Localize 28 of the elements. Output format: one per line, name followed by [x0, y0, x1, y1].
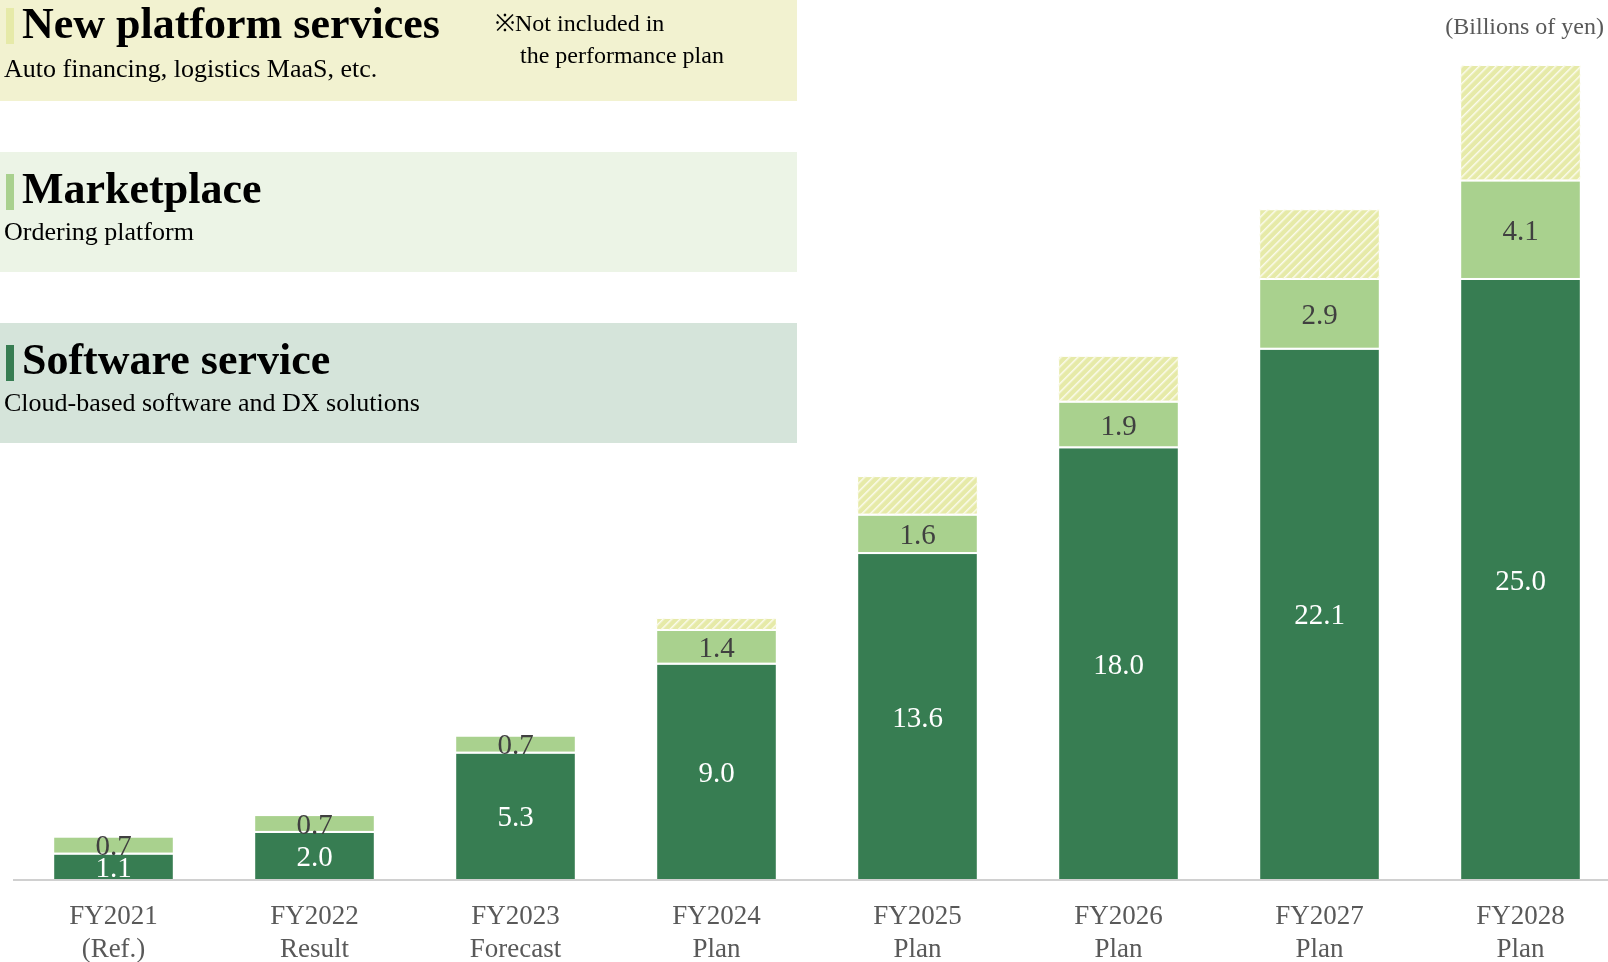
legend-label: Software service [22, 335, 331, 384]
x-tick-label: FY2027 Plan [1275, 900, 1364, 962]
x-tick-label: FY2026 Plan [1074, 900, 1163, 962]
y-axis-title: (Billions of yen) [1445, 13, 1604, 39]
annotation: Cloud-based software and DX solutions [4, 388, 420, 417]
data-label: 1.6 [899, 517, 936, 550]
annotation: Ordering platform [4, 217, 194, 246]
data-label: 9.0 [698, 755, 735, 788]
data-label: 13.6 [892, 700, 943, 733]
data-label: 25.0 [1495, 563, 1546, 596]
data-label: 5.3 [497, 800, 534, 833]
data-label: 4.1 [1502, 213, 1539, 246]
x-tick-label: FY2022 Result [270, 900, 359, 962]
x-tick-label: FY2021 (Ref.) [69, 900, 158, 962]
legend-label: New platform services [22, 0, 440, 48]
x-tick-label: FY2023 Forecast [469, 900, 562, 962]
x-tick-label: FY2028 Plan [1476, 900, 1565, 962]
data-label: 1.9 [1100, 408, 1137, 441]
annotation: Auto financing, logistics MaaS, etc. [4, 54, 378, 83]
data-label: 18.0 [1093, 647, 1144, 680]
data-label: 1.4 [698, 630, 736, 663]
annotation: ※Not included in the performance plan [495, 10, 724, 68]
x-tick-label: FY2024 Plan [672, 900, 762, 962]
data-label: 2.0 [296, 840, 333, 873]
legend-label: Marketplace [22, 164, 262, 213]
data-label: 22.1 [1294, 598, 1345, 631]
x-tick-label: FY2025 Plan [873, 900, 962, 962]
data-label: 2.9 [1301, 297, 1338, 330]
